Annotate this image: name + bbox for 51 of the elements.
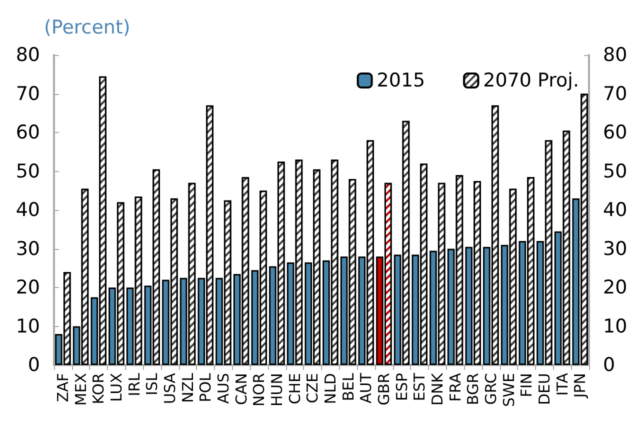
x-tick-label: LUX xyxy=(107,373,126,402)
y2-tick-label: 10 xyxy=(603,315,628,338)
y-tick-label: 30 xyxy=(16,238,40,260)
y-tick-label: 80 xyxy=(16,44,40,66)
x-tick-label: ESP xyxy=(392,373,411,402)
x-tick-label: CAN xyxy=(232,373,250,405)
y2-tick-label: 60 xyxy=(603,122,628,144)
y-tick-label: 60 xyxy=(16,122,40,144)
y2-tick-label: 0 xyxy=(603,354,616,376)
y2-tick-label: 40 xyxy=(603,199,628,221)
x-tick-label: NLD xyxy=(321,373,340,404)
y-tick-label: 50 xyxy=(16,160,40,182)
x-tick-label: NOR xyxy=(250,373,268,406)
x-tick-label: EST xyxy=(410,372,429,402)
x-tick-label: GBR xyxy=(374,373,393,406)
y-tick-label: 10 xyxy=(16,315,40,338)
y2-tick-label: 70 xyxy=(603,82,628,105)
y2-tick-label: 30 xyxy=(603,238,628,260)
x-tick-label: DNK xyxy=(428,372,446,406)
x-tick-label: ZAF xyxy=(54,373,72,402)
legend-label: 2015 xyxy=(376,70,426,92)
y-tick-label: 20 xyxy=(16,276,40,298)
x-tick-label: SWE xyxy=(500,373,518,407)
y-tick-label: 0 xyxy=(28,354,40,376)
x-tick-label: KOR xyxy=(90,373,108,404)
y2-tick-label: 50 xyxy=(603,160,628,182)
x-tick-label: IRL xyxy=(125,372,144,396)
x-tick-label: GRC xyxy=(482,373,500,405)
x-tick-label: DEU xyxy=(535,373,554,406)
x-tick-label: FIN xyxy=(518,373,536,398)
x-tick-label: ISL xyxy=(143,372,162,396)
x-tick-label: AUT xyxy=(357,372,376,404)
x-tick-label: AUS xyxy=(214,373,232,404)
x-tick-label: MEX xyxy=(72,373,90,406)
x-tick-label: CHE xyxy=(286,373,304,404)
x-tick-label: ITA xyxy=(553,372,572,396)
y-tick-label: 70 xyxy=(16,82,40,105)
y2-tick-label: 20 xyxy=(603,276,628,298)
y-tick-label: 40 xyxy=(16,199,40,221)
x-tick-label: HUN xyxy=(268,373,286,406)
y2-tick-label: 80 xyxy=(603,44,628,66)
x-tick-label: BEL xyxy=(339,372,358,402)
x-tick-label: JPN xyxy=(571,373,590,399)
legend-label: 2070 Proj. xyxy=(483,70,580,92)
x-tick-label: CZE xyxy=(304,373,322,404)
x-tick-label: USA xyxy=(160,372,179,404)
x-tick-label: BGR xyxy=(464,373,482,406)
x-tick-label: FRA xyxy=(446,372,464,402)
y-axis-title: (Percent) xyxy=(44,16,130,38)
x-tick-label: POL xyxy=(196,372,215,402)
x-tick-label: NZL xyxy=(178,372,197,403)
